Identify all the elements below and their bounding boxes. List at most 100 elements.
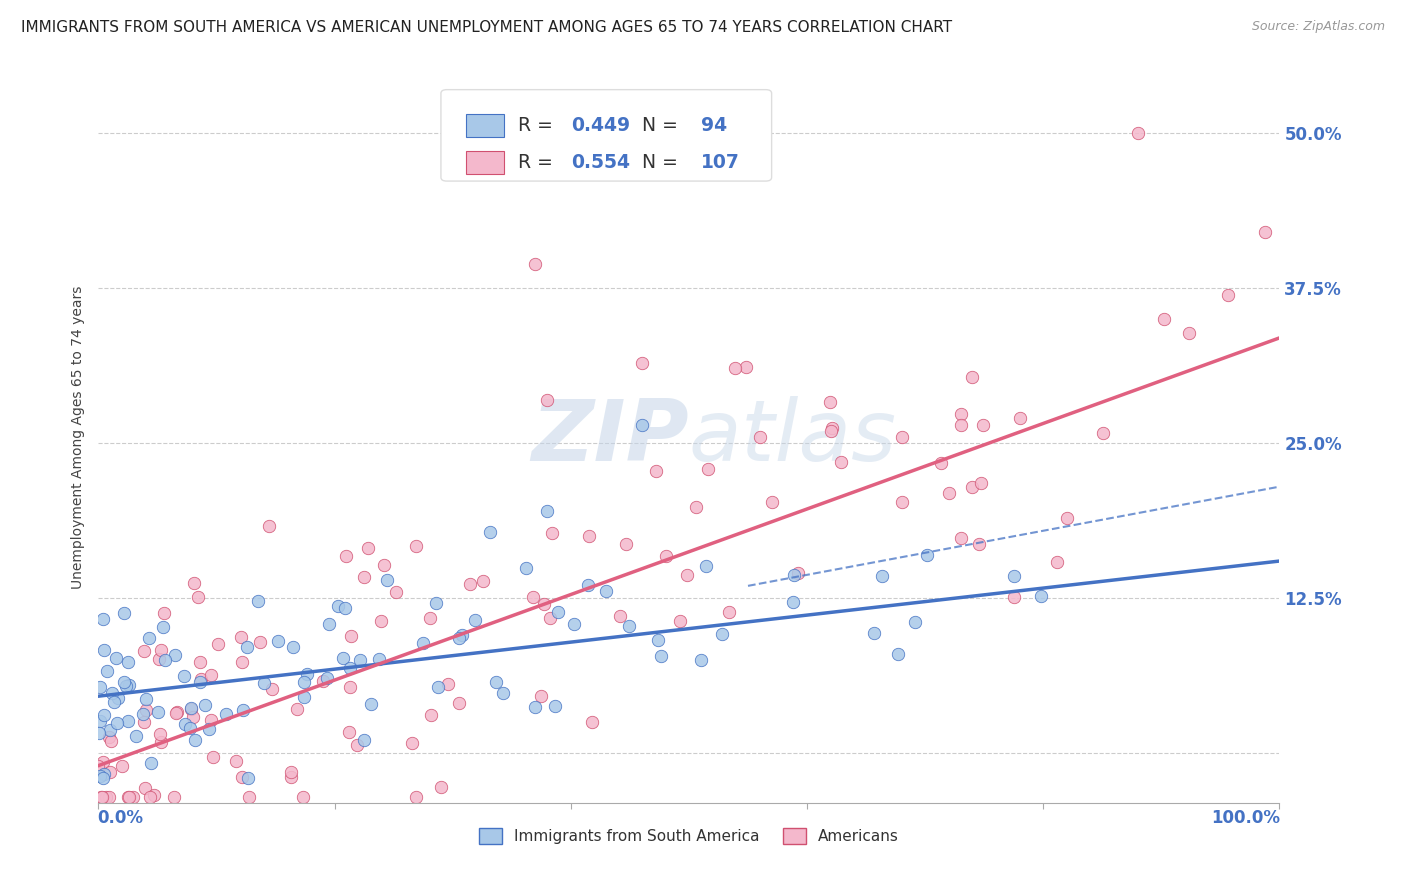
Point xyxy=(238,771,260,785)
Text: N =: N = xyxy=(641,116,683,135)
Text: N =: N = xyxy=(641,153,683,172)
Point xyxy=(162,789,184,804)
Point xyxy=(100,734,122,748)
Legend: Immigrants from South America, Americans: Immigrants from South America, Americans xyxy=(472,822,905,850)
Point xyxy=(139,789,162,804)
Point xyxy=(235,640,257,654)
Text: 0.449: 0.449 xyxy=(571,116,630,135)
Point xyxy=(148,652,170,666)
Point xyxy=(93,707,115,722)
Point xyxy=(645,464,668,478)
Point xyxy=(117,789,139,804)
Point xyxy=(312,673,335,688)
Point xyxy=(668,615,690,629)
Point xyxy=(581,715,603,730)
Point xyxy=(685,500,707,515)
Point xyxy=(950,532,973,546)
Point xyxy=(297,667,319,681)
Point xyxy=(619,619,641,633)
Point xyxy=(103,695,125,709)
Point xyxy=(201,750,224,764)
Point xyxy=(821,420,844,434)
Point xyxy=(412,635,434,649)
Point xyxy=(887,647,910,661)
Point xyxy=(229,630,252,644)
Text: R =: R = xyxy=(517,116,558,135)
Point xyxy=(1002,591,1025,605)
Point xyxy=(135,691,157,706)
Point xyxy=(207,637,229,651)
Point xyxy=(533,598,555,612)
Point xyxy=(346,738,368,752)
Point xyxy=(135,703,157,717)
Point xyxy=(339,661,361,675)
Point xyxy=(117,789,139,804)
Point xyxy=(373,558,395,572)
Point xyxy=(479,524,502,539)
Point xyxy=(384,585,406,599)
Point xyxy=(124,729,146,743)
Point xyxy=(405,789,427,804)
Point xyxy=(90,789,112,804)
Point xyxy=(252,676,274,690)
Point xyxy=(117,656,139,670)
Text: 94: 94 xyxy=(700,116,727,135)
Point xyxy=(280,770,302,784)
Point xyxy=(150,734,173,748)
Point xyxy=(931,456,953,470)
Point xyxy=(283,640,305,654)
Point xyxy=(105,716,128,731)
Point xyxy=(647,632,669,647)
Point xyxy=(690,653,713,667)
Point xyxy=(562,617,585,632)
Point xyxy=(183,576,205,591)
Point xyxy=(609,608,631,623)
Point xyxy=(969,537,991,551)
Point xyxy=(96,664,118,678)
Point xyxy=(960,480,983,494)
FancyBboxPatch shape xyxy=(465,151,503,174)
Point xyxy=(536,392,558,407)
Point xyxy=(782,594,804,608)
Point xyxy=(724,361,747,376)
Point xyxy=(820,424,842,438)
Point xyxy=(291,789,314,804)
Point xyxy=(630,417,652,432)
Point xyxy=(97,789,120,804)
Point xyxy=(339,680,361,694)
Point xyxy=(1253,225,1275,239)
Point xyxy=(543,699,565,714)
Point xyxy=(695,558,717,573)
Point xyxy=(149,727,172,741)
Point xyxy=(249,635,271,649)
Point xyxy=(200,713,222,727)
Point xyxy=(547,606,569,620)
Point xyxy=(194,698,217,712)
Point xyxy=(232,703,254,717)
Point xyxy=(87,726,110,740)
Point xyxy=(188,675,211,690)
Point xyxy=(89,714,111,728)
Point xyxy=(132,715,155,730)
Point xyxy=(333,601,356,615)
Point xyxy=(153,607,176,621)
Point xyxy=(529,689,551,703)
Point xyxy=(787,566,810,581)
Point xyxy=(148,705,170,719)
Point xyxy=(280,765,302,780)
Point xyxy=(134,781,156,796)
Point xyxy=(98,723,121,737)
Point xyxy=(89,769,111,783)
Point xyxy=(179,721,201,735)
Point xyxy=(426,680,449,694)
Point xyxy=(107,690,129,705)
Point xyxy=(200,668,222,682)
Point xyxy=(187,590,209,604)
Point xyxy=(962,370,984,384)
Point xyxy=(180,702,202,716)
Point xyxy=(173,669,195,683)
Point xyxy=(101,686,124,700)
Point xyxy=(430,780,453,795)
Point xyxy=(181,709,204,723)
Point xyxy=(735,359,758,374)
